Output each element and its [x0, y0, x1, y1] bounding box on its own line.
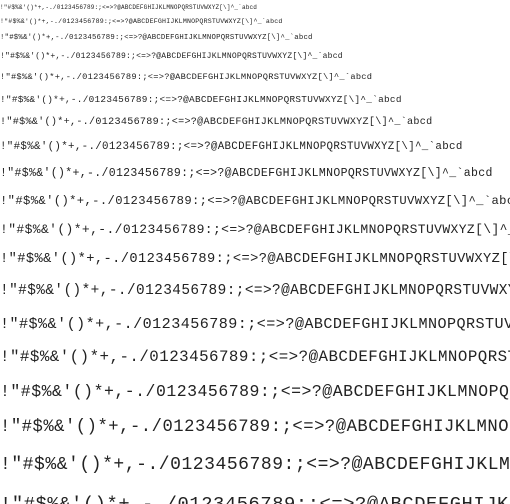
ascii-line: !"#$%&'()*+,-./0123456789:;<=>?@ABCDEFGH… [0, 315, 510, 333]
ascii-line: !"#$%&'()*+,-./0123456789:;<=>?@ABCDEFGH… [0, 34, 313, 42]
ascii-line: !"#$%&'()*+,-./0123456789:;<=>?@ABCDEFGH… [0, 493, 510, 504]
ascii-line: !"#$%&'()*+,-./0123456789:;<=>?@ABCDEFGH… [0, 4, 257, 11]
ascii-line: !"#$%&'()*+,-./0123456789:;<=>?@ABCDEFGH… [0, 348, 510, 366]
ascii-line: !"#$%&'()*+,-./0123456789:;<=>?@ABCDEFGH… [0, 455, 510, 475]
ascii-line: !"#$%&'()*+,-./0123456789:;<=>?@ABCDEFGH… [0, 167, 493, 180]
ascii-line: !"#$%&'()*+,-./0123456789:;<=>?@ABCDEFGH… [0, 72, 372, 82]
ascii-line: !"#$%&'()*+,-./0123456789:;<=>?@ABCDEFGH… [0, 382, 510, 401]
ascii-line: !"#$%&'()*+,-./0123456789:;<=>?@ABCDEFGH… [0, 52, 343, 61]
font-size-ramp: !"#$%&'()*+,-./0123456789:;<=>?@ABCDEFGH… [0, 0, 510, 504]
ascii-line: !"#$%&'()*+,-./0123456789:;<=>?@ABCDEFGH… [0, 418, 510, 437]
ascii-line: !"#$%&'()*+,-./0123456789:;<=>?@ABCDEFGH… [0, 18, 283, 25]
ascii-line: !"#$%&'()*+,-./0123456789:;<=>?@ABCDEFGH… [0, 194, 510, 208]
ascii-line: !"#$%&'()*+,-./0123456789:;<=>?@ABCDEFGH… [0, 117, 433, 128]
ascii-line: !"#$%&'()*+,-./0123456789:;<=>?@ABCDEFGH… [0, 141, 463, 153]
ascii-line: !"#$%&'()*+,-./0123456789:;<=>?@ABCDEFGH… [0, 94, 402, 105]
ascii-line: !"#$%&'()*+,-./0123456789:;<=>?@ABCDEFGH… [0, 222, 510, 237]
ascii-line: !"#$%&'()*+,-./0123456789:;<=>?@ABCDEFGH… [0, 283, 510, 299]
ascii-line: !"#$%&'()*+,-./0123456789:;<=>?@ABCDEFGH… [0, 252, 510, 267]
